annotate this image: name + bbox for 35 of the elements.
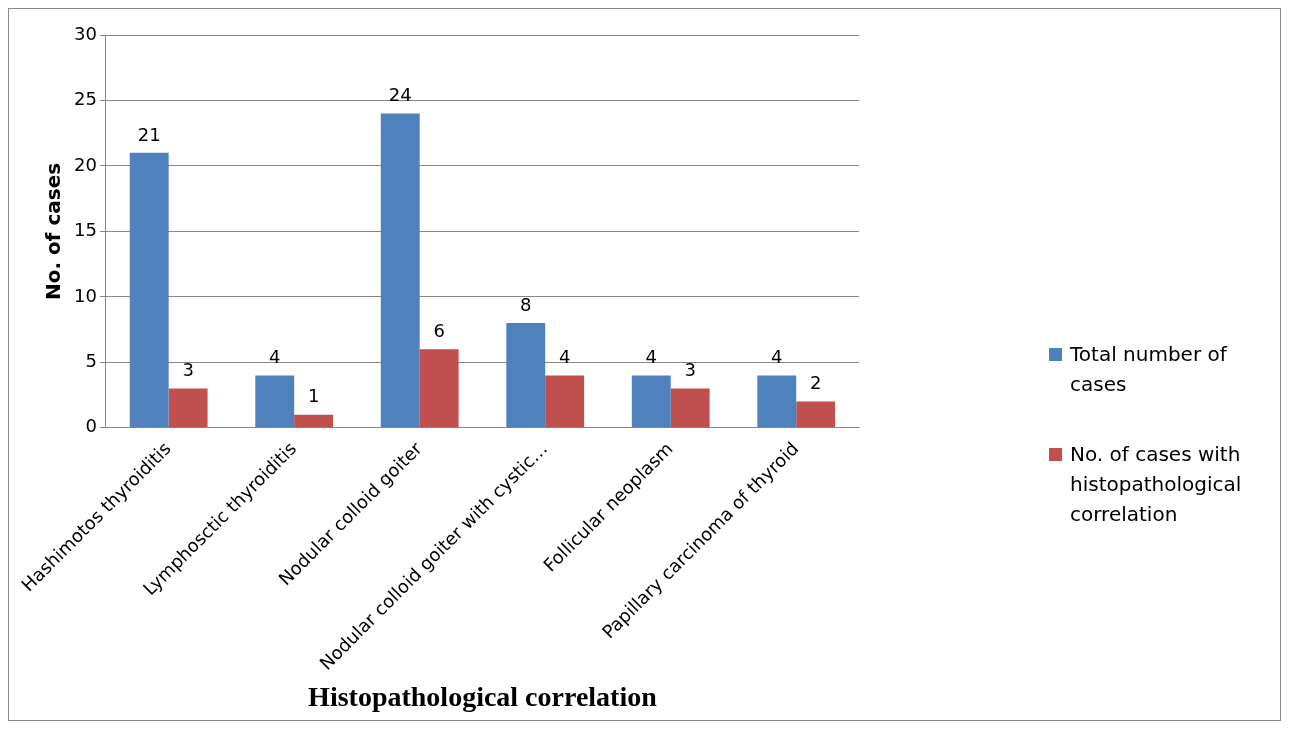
bar [631, 375, 671, 428]
data-label: 8 [520, 293, 532, 315]
data-label: 4 [771, 346, 783, 368]
bar [294, 414, 334, 428]
x-axis-title: Histopathological correlation [308, 681, 658, 713]
data-label: 21 [137, 123, 161, 145]
data-label: 24 [388, 84, 412, 106]
y-tick-label: 25 [74, 88, 97, 110]
data-label: 6 [433, 319, 445, 341]
data-label: 3 [684, 359, 696, 381]
data-label: 2 [809, 372, 822, 394]
y-tick-label: 20 [74, 153, 97, 175]
legend-label: Total number of cases [1070, 341, 1229, 398]
y-tick-label: 15 [74, 219, 97, 241]
bar [506, 323, 546, 428]
bar [129, 152, 169, 428]
data-label: 4 [558, 346, 571, 368]
data-label: 4 [269, 346, 281, 368]
y-tick-label: 30 [74, 22, 97, 44]
bar [757, 375, 797, 428]
bar [796, 401, 836, 428]
bar [255, 375, 295, 428]
data-label: 3 [182, 359, 194, 381]
bar [168, 388, 208, 428]
bar [670, 388, 710, 428]
legend-label: No. of cases with histopathological correlation [1070, 441, 1243, 528]
y-tick-label: 5 [85, 349, 97, 371]
y-axis-title: No. of cases [41, 162, 66, 300]
bar [545, 375, 585, 428]
data-label: 1 [307, 385, 320, 407]
y-tick-label: 0 [85, 415, 97, 437]
data-label: 4 [645, 346, 657, 368]
bar [419, 349, 459, 428]
bar [380, 113, 420, 428]
y-tick-label: 10 [74, 284, 97, 306]
